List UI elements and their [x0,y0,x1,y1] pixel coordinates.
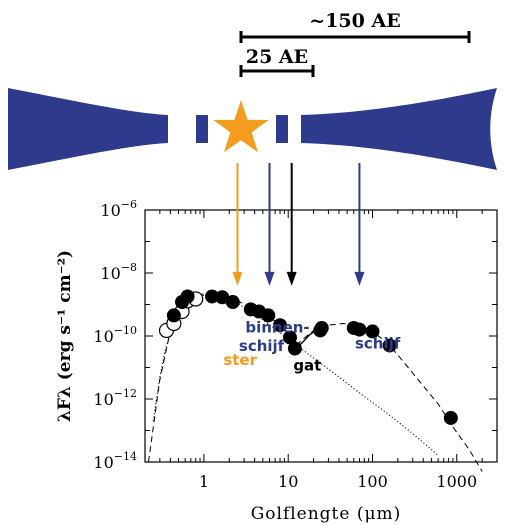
photometry-point [282,330,297,345]
photometry-point [365,324,380,339]
data-points [158,289,458,425]
y-tick-label: 10−10 [93,324,137,346]
outer-disk-right [301,88,497,170]
model-curves [148,293,483,472]
photometry-point [180,289,195,304]
photometry-point [443,410,458,425]
photometry-point [273,318,288,333]
y-tick-label: 10−6 [100,198,137,220]
y-tick-label: 10−14 [93,450,137,472]
inner-disk-left [196,115,208,143]
photometry-point [382,338,397,353]
arrow-head-1 [264,271,275,286]
feature-label-1: binnen- [245,318,309,336]
photometry-point [261,308,276,323]
arrow-head-2 [286,271,297,286]
feature-labels: ster binnen-schijf gat schijf [223,318,400,374]
feature-label-2: schijf [239,337,285,355]
photometry-point [225,295,240,310]
feature-label-0: ster [223,351,257,369]
photometry-point [215,290,230,305]
outer-disk-left [8,88,168,170]
y-axis-label: λFλ (erg s⁻¹ cm⁻²) [55,250,75,422]
arrow-head-0 [232,271,243,286]
x-tick-label: 10 [278,472,298,491]
x-tick-label: 1 [199,472,209,491]
x-tick-label: 100 [357,472,388,491]
inner-disk-right [276,115,288,143]
axis-ticks: 1 10 100 1000 10−14 10−12 10−10 10−8 10−6 [93,198,498,491]
x-axis-label: Golflengte (μm) [251,504,402,524]
photometry-point [287,341,302,356]
photometry-point [166,308,181,323]
star-icon [213,100,269,153]
disk-model-curve [148,293,483,472]
feature-label-4: schijf [355,335,401,353]
x-tick-label: 1000 [436,472,477,491]
disk-schematic [8,88,497,170]
y-tick-label: 10−12 [93,387,137,409]
sed-chart: 1 10 100 1000 10−14 10−12 10−10 10−8 10−6 ster bi… [55,163,498,524]
y-tick-label: 10−8 [100,261,137,283]
scale-bar-inner-label: 25 AE [246,46,308,68]
feature-label-3: gat [293,357,321,375]
scale-bar-outer-label: ~150 AE [309,10,400,32]
photometry-point [352,322,367,337]
photometry-point [314,320,329,335]
photometry-point [205,289,220,304]
scale-bars: ~150 AE 25 AE [239,10,471,77]
feature-arrows [232,163,365,286]
arrow-head-3 [354,271,365,286]
